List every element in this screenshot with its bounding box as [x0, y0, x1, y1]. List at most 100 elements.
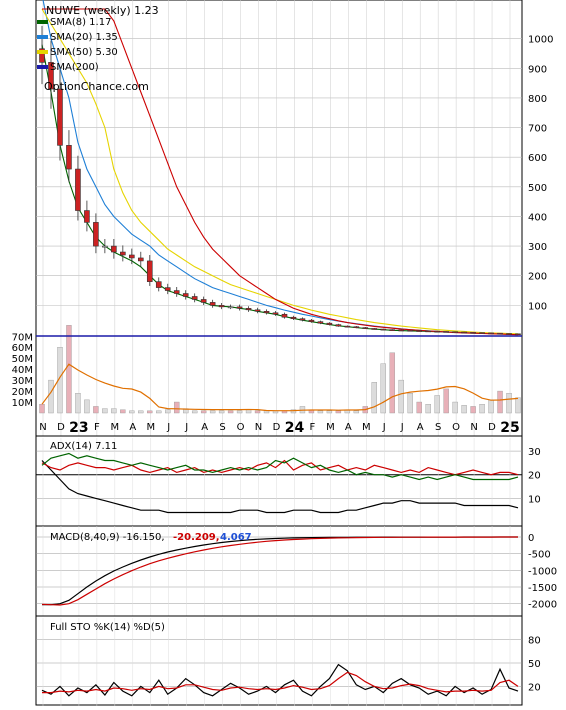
candle-body	[425, 330, 431, 333]
volume-bar	[371, 382, 378, 414]
x-tick-label: 24	[285, 420, 305, 436]
price-legend: NUWE (weekly) 1.23 SMA(8) 1.17 SMA(20) 1.…	[37, 4, 159, 93]
legend-swatch	[37, 50, 48, 54]
volume-bar	[461, 405, 467, 414]
volume-bar	[425, 404, 431, 414]
legend-label: SMA(50) 5.30	[50, 47, 118, 58]
volume-bar	[147, 410, 153, 414]
volume-bar	[479, 404, 485, 414]
x-tick-label: D	[488, 422, 496, 433]
legend-label: SMA(8) 1.17	[50, 17, 111, 28]
volume-bar	[506, 393, 512, 414]
price-tick-label: 300	[528, 242, 547, 253]
indicator-line-di	[41, 459, 519, 476]
volume-bar	[416, 401, 422, 414]
chart-title: NUWE (weekly) 1.23	[46, 4, 159, 17]
indicator-tick-label: 20	[528, 471, 541, 482]
macd-panel-frame	[35, 525, 523, 617]
legend-swatch	[37, 20, 48, 24]
price-tick-label: 100	[528, 301, 547, 312]
volume-average-line	[41, 363, 519, 412]
candle-body	[506, 333, 512, 335]
candle-body	[254, 309, 261, 312]
candle-body	[102, 245, 108, 248]
x-tick-label: J	[400, 422, 404, 433]
volume-bar	[290, 409, 297, 414]
candle-body	[164, 287, 171, 291]
indicator-line-adx	[41, 460, 519, 514]
indicator-line-d	[42, 671, 519, 694]
price-panel-frame	[35, 0, 523, 437]
candle-body	[335, 324, 342, 327]
candle-body	[371, 328, 378, 330]
sto-title: Full STO %K(14) %D(5)	[50, 622, 165, 633]
volume-tick-label: 60M	[12, 343, 33, 354]
candle-body	[479, 332, 485, 334]
volume-bar	[245, 409, 252, 414]
price-tick-label: 600	[528, 153, 547, 164]
candle-body	[470, 332, 476, 334]
x-tick-label: N	[39, 422, 46, 433]
volume-bar	[380, 363, 386, 414]
candle-body	[497, 332, 503, 335]
candle-body	[66, 145, 72, 170]
price-tick-label: 900	[528, 64, 547, 75]
candle-body	[380, 328, 387, 331]
indicator-tick-label: -1000	[528, 566, 557, 577]
volume-bar	[200, 410, 207, 414]
volume-bar	[407, 393, 413, 414]
candle-body	[443, 331, 449, 333]
candle-body	[93, 222, 99, 247]
price-tick-label: 1000	[528, 35, 553, 46]
volume-bar	[317, 410, 324, 414]
x-tick-label: J	[184, 422, 188, 433]
candle-body	[48, 62, 54, 90]
volume-bar	[191, 410, 198, 414]
candle-body	[344, 325, 351, 328]
x-tick-label: M	[111, 422, 120, 433]
volume-bar	[75, 393, 81, 414]
candle-body	[416, 330, 423, 332]
candle-body	[236, 306, 243, 309]
x-tick-label: N	[255, 422, 262, 433]
x-tick-label: O	[452, 422, 460, 433]
x-tick-label: F	[310, 422, 316, 433]
indicator-line-di	[41, 452, 519, 481]
volume-bar	[120, 409, 126, 414]
candle-body	[209, 302, 216, 306]
candle-body	[200, 299, 207, 303]
volume-bar	[497, 390, 503, 414]
candle-body	[227, 306, 234, 309]
candle-body	[281, 313, 288, 318]
candle-body	[120, 251, 126, 256]
indicator-tick-label: -2000	[528, 600, 557, 611]
x-tick-label: S	[219, 422, 225, 433]
price-tick-label: 400	[528, 212, 547, 223]
candle-body	[272, 312, 279, 315]
indicator-tick-label: 20	[528, 682, 541, 693]
watermark: OptionChance.com	[44, 80, 149, 93]
x-tick-label: A	[345, 422, 352, 433]
macd-value-2: 4.067	[220, 532, 252, 543]
candle-body	[57, 88, 63, 146]
candle-body	[488, 332, 494, 335]
candle-body	[308, 319, 315, 322]
candle-body	[434, 330, 440, 333]
candle-body	[155, 281, 162, 288]
volume-bar	[434, 395, 440, 414]
legend-label: SMA(20) 1.35	[50, 32, 118, 43]
candle-body	[39, 48, 45, 63]
candle-body	[263, 310, 270, 314]
x-tick-label: F	[94, 422, 100, 433]
volume-bar	[138, 410, 144, 414]
indicator-tick-label: 10	[528, 494, 541, 505]
volume-bar	[102, 408, 108, 414]
x-tick-label: S	[435, 422, 441, 433]
candle-body	[452, 331, 458, 334]
macd-value-1: -20.209,	[173, 532, 220, 543]
candle-body	[137, 257, 144, 262]
x-tick-label: A	[201, 422, 208, 433]
volume-bar	[93, 406, 99, 414]
x-tick-label: O	[237, 422, 245, 433]
